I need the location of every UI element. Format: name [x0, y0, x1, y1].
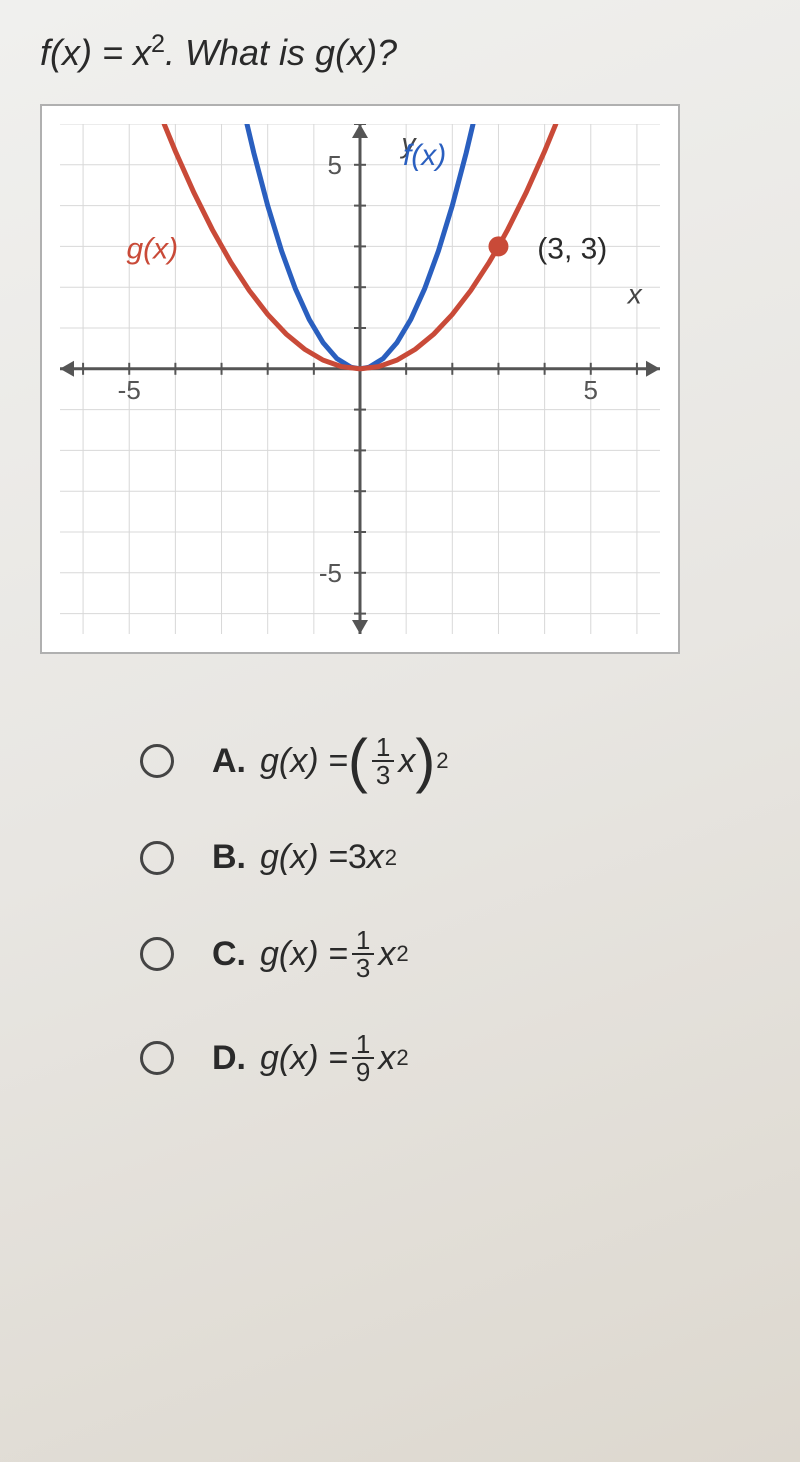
option-letter: B.	[212, 838, 246, 877]
radio-icon[interactable]	[140, 1041, 174, 1075]
svg-text:x: x	[626, 279, 643, 310]
option-expression: g(x) = 3x2	[260, 838, 397, 877]
option-letter: C.	[212, 935, 246, 974]
option-C[interactable]: C. g(x) = 13x2	[140, 927, 760, 981]
chart: 5-55-5yxf(x)g(x)(3, 3)	[60, 124, 660, 634]
option-expression: g(x) = (13x)2	[260, 734, 449, 788]
svg-text:-5: -5	[319, 558, 342, 588]
chart-svg: 5-55-5yxf(x)g(x)(3, 3)	[60, 124, 660, 634]
option-A[interactable]: A. g(x) = (13x)2	[140, 734, 760, 788]
svg-text:(3, 3): (3, 3)	[537, 233, 607, 266]
option-D[interactable]: D. g(x) = 19x2	[140, 1031, 760, 1085]
radio-icon[interactable]	[140, 937, 174, 971]
svg-text:f(x): f(x)	[403, 139, 446, 172]
question-exp: 2	[151, 30, 165, 58]
option-expression: g(x) = 19x2	[260, 1031, 409, 1085]
chart-container: 5-55-5yxf(x)g(x)(3, 3)	[40, 104, 680, 654]
svg-text:-5: -5	[118, 375, 141, 405]
option-letter: D.	[212, 1039, 246, 1078]
radio-icon[interactable]	[140, 744, 174, 778]
option-B[interactable]: B. g(x) = 3x2	[140, 838, 760, 877]
question-suffix: . What is g(x)?	[165, 32, 397, 73]
options-list: A. g(x) = (13x)2 B. g(x) = 3x2 C. g(x) = 13x2…	[140, 734, 760, 1085]
radio-icon[interactable]	[140, 841, 174, 875]
option-expression: g(x) = 13x2	[260, 927, 409, 981]
question-text: f(x) = x2. What is g(x)?	[40, 30, 760, 74]
svg-text:g(x): g(x)	[126, 233, 178, 266]
option-letter: A.	[212, 742, 246, 781]
svg-text:5: 5	[328, 150, 342, 180]
question-prefix: f(x) = x	[40, 32, 151, 73]
svg-text:5: 5	[584, 375, 598, 405]
